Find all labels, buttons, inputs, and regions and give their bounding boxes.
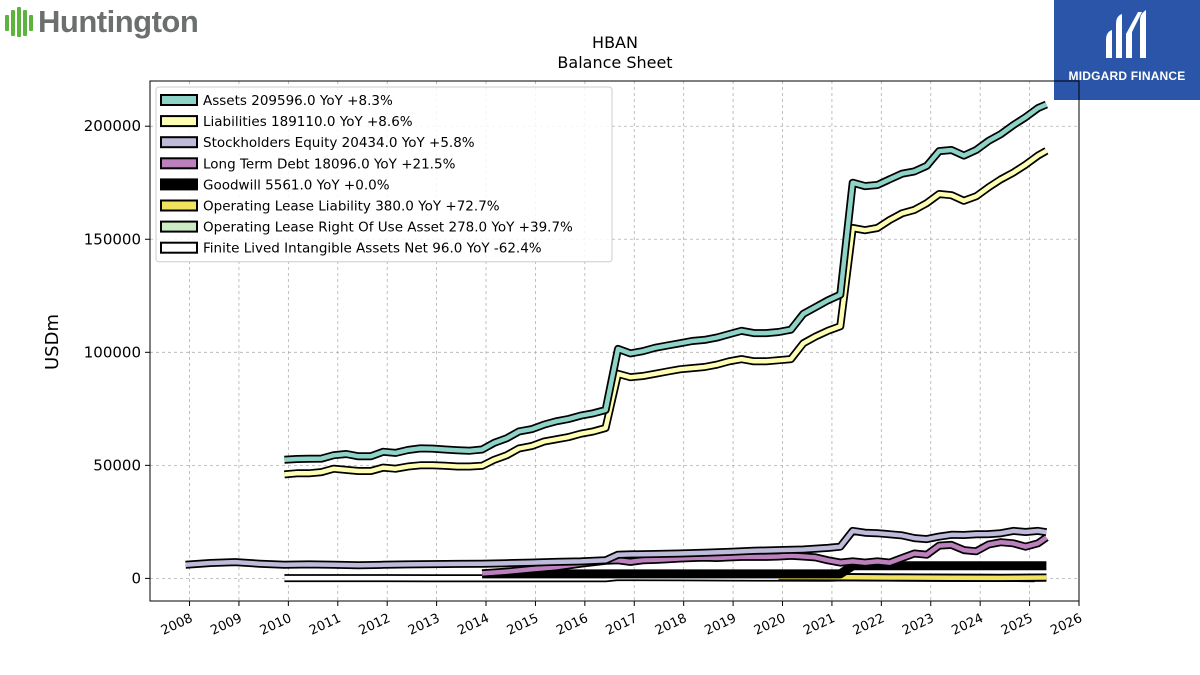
legend-swatch [160,115,198,128]
plot-frame [149,80,1080,602]
x-tick-label: 2009 [208,611,244,639]
legend-label: Finite Lived Intangible Assets Net 96.0 … [203,241,542,257]
x-tick-label: 2017 [604,611,640,639]
x-tick-label: 2012 [357,611,393,639]
legend-item: Stockholders Equity 20434.0 YoY +5.8% [160,135,475,151]
y-axis: 0 50000 100000 150000 200000 [84,117,150,587]
y-tick-label: 100000 [84,343,141,361]
chart-subtitle: Balance Sheet [557,53,672,72]
legend-label: Liabilities 189110.0 YoY +8.6% [203,114,413,130]
x-tick-label: 2011 [307,611,343,639]
x-tick-label: 2026 [1048,611,1084,639]
series-line [284,102,1048,462]
legend-item: Liabilities 189110.0 YoY +8.6% [160,114,413,130]
legend-box [155,86,613,263]
x-tick-label: 2018 [653,611,689,639]
series-liabilities [284,147,1049,479]
huntington-logo: Huntington [4,4,199,40]
x-tick-label: 2025 [999,611,1035,639]
midgard-wordmark: MIDGARD FINANCE [1068,69,1186,83]
y-tick-label: 150000 [84,230,141,248]
legend-item: Operating Lease Right Of Use Asset 278.0… [160,220,573,236]
chart-title: HBAN [592,33,638,52]
y-tick-label: 200000 [84,117,141,135]
x-tick-label: 2016 [554,611,590,639]
y-tick-label: 50000 [93,456,141,474]
legend-item: Goodwill 5561.0 YoY +0.0% [160,177,390,193]
x-tick-label: 2013 [406,611,442,639]
midgard-emblem-icon [1106,10,1146,58]
legend-item: Finite Lived Intangible Assets Net 96.0 … [160,241,542,257]
x-tick-label: 2019 [702,611,738,639]
legend-label: Operating Lease Liability 380.0 YoY +72.… [203,199,500,215]
legend: Assets 209596.0 YoY +8.3% Liabilities 189… [155,86,613,263]
y-tick-label: 0 [131,569,141,587]
legend-swatch [160,199,198,212]
legend-swatch [160,136,198,149]
series-stockholders-equity [185,526,1048,570]
x-tick-label: 2021 [801,611,837,639]
x-tick-label: 2023 [900,611,936,639]
huntington-bars-icon [5,7,33,37]
legend-label: Long Term Debt 18096.0 YoY +21.5% [203,156,456,172]
series-layer [185,100,1049,583]
series-line [185,528,1047,568]
x-tick-label: 2024 [950,611,986,639]
midgard-finance-logo: MIDGARD FINANCE [1054,0,1200,100]
series-line [284,148,1048,477]
x-tick-label: 2022 [851,611,887,639]
legend-item: Assets 209596.0 YoY +8.3% [160,93,393,109]
series-long-term-debt [481,534,1049,578]
legend-swatch [160,94,198,106]
legend-swatch [160,220,198,233]
y-axis-label: USDm [42,314,63,370]
x-tick-label: 2020 [752,611,788,639]
legend-swatch [160,241,198,254]
legend-swatch [160,178,198,191]
x-tick-label: 2015 [505,611,541,639]
legend-item: Long Term Debt 18096.0 YoY +21.5% [160,156,456,172]
series-assets [284,100,1048,464]
legend-item: Operating Lease Liability 380.0 YoY +72.… [160,199,500,215]
huntington-wordmark: Huntington [38,4,199,39]
x-tick-label: 2008 [159,611,195,639]
series-line [481,535,1048,576]
x-tick-label: 2014 [455,611,491,639]
x-tick-label: 2010 [258,611,294,639]
legend-label: Assets 209596.0 YoY +8.3% [203,93,393,109]
x-axis: 2008 2009 2010 2011 2012 2013 2014 2015 2016 2017… [159,601,1085,639]
legend-label: Operating Lease Right Of Use Asset 278.0… [203,220,573,236]
legend-label: Goodwill 5561.0 YoY +0.0% [203,177,390,193]
legend-swatch [160,157,198,170]
legend-label: Stockholders Equity 20434.0 YoY +5.8% [203,135,475,151]
